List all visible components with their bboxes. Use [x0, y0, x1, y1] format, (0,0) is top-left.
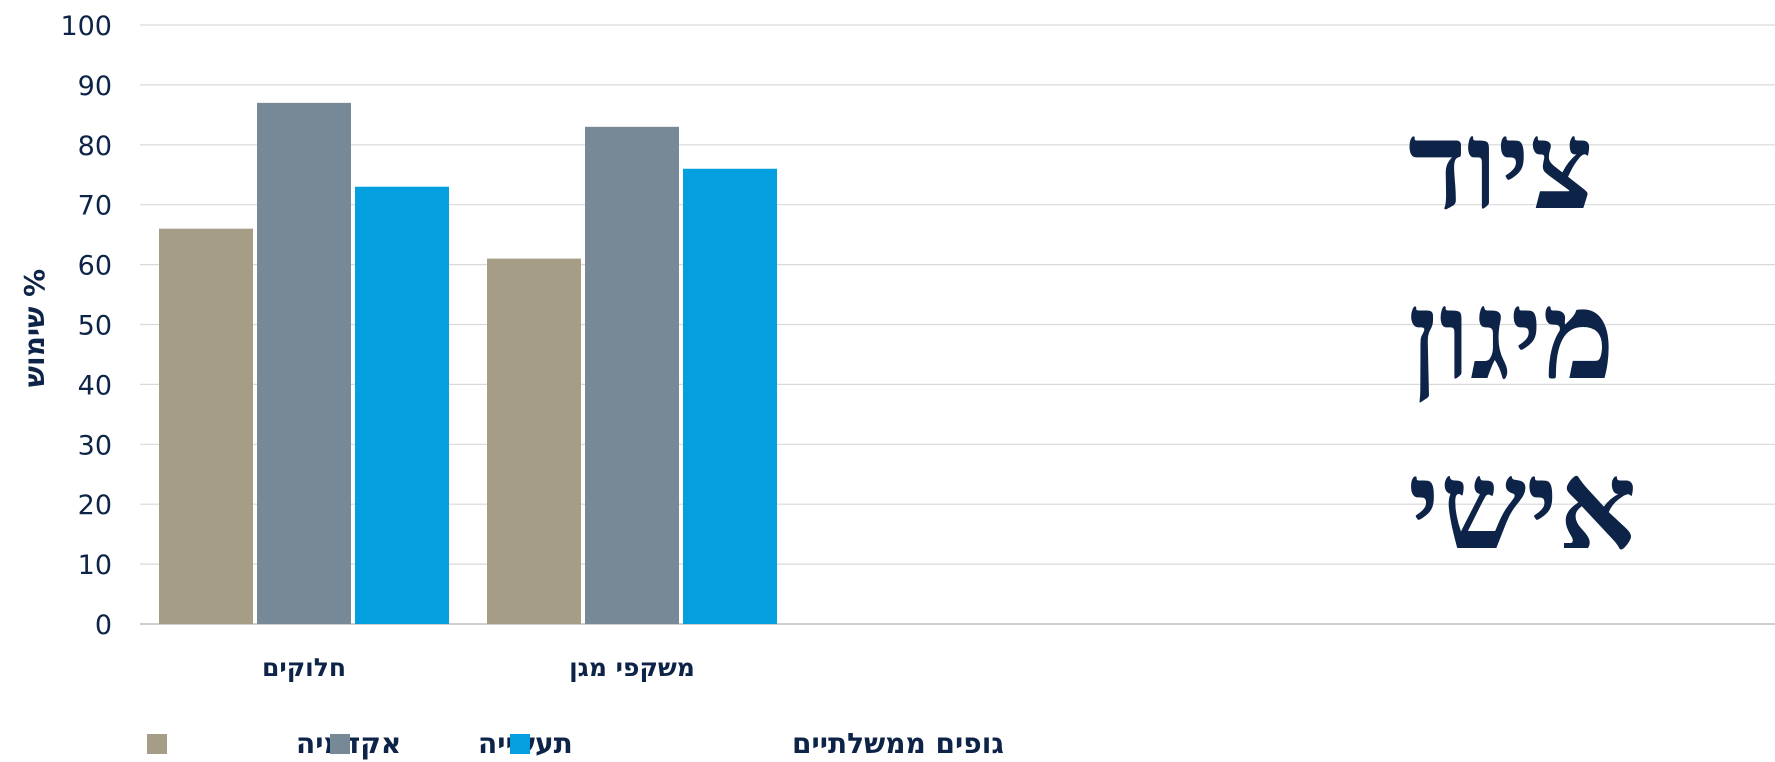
chart-title-line: אישי [1408, 433, 1637, 577]
y-axis-label: % שימוש [18, 269, 51, 387]
bar [159, 228, 253, 624]
y-tick-label: 0 [95, 610, 112, 641]
y-axis-ticks: 0 10 20 30 40 50 60 70 80 90 100 [60, 11, 112, 641]
legend-swatch [147, 734, 167, 754]
bar [257, 102, 351, 625]
chart-title-line: ציוד [1408, 93, 1594, 237]
y-tick-label: 30 [78, 430, 112, 461]
y-tick-label: 40 [78, 370, 112, 401]
bar [683, 168, 777, 624]
x-category-label: חלוקים [262, 653, 346, 682]
y-tick-label: 10 [78, 550, 112, 581]
y-tick-label: 90 [78, 71, 112, 102]
y-tick-label: 60 [78, 251, 112, 282]
y-tick-label: 50 [78, 311, 112, 342]
y-tick-label: 70 [78, 191, 112, 222]
legend-label: גופים ממשלתיים [792, 727, 1004, 760]
bar [585, 126, 679, 624]
bars [159, 102, 777, 625]
chart-title-line: מיגון [1408, 263, 1615, 407]
bar [355, 186, 449, 625]
chart-title: ציוד מיגון אישי [1408, 93, 1637, 577]
legend: אקדמיהתעשייהגופים ממשלתיים [147, 727, 1004, 760]
y-tick-label: 80 [78, 131, 112, 162]
x-axis-categories: חלוקים משקפי מגן [262, 653, 695, 682]
legend-swatch [330, 734, 350, 754]
y-tick-label: 100 [60, 11, 112, 42]
y-tick-label: 20 [78, 490, 112, 521]
x-category-label: משקפי מגן [569, 653, 695, 682]
legend-swatch [510, 734, 530, 754]
bar [487, 258, 581, 624]
